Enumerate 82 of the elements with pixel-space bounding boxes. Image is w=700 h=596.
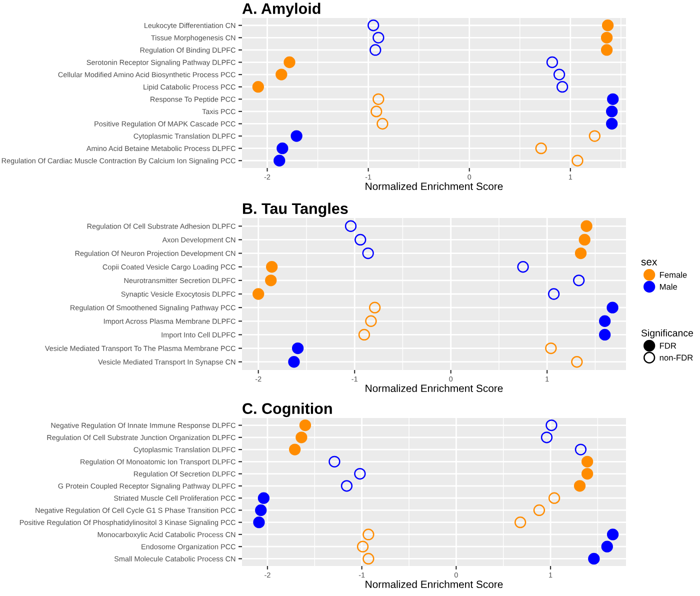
legend-title: sex [641, 260, 658, 266]
point [356, 540, 369, 552]
text: Significance [641, 329, 693, 338]
point [588, 552, 600, 565]
point [517, 261, 529, 273]
point [606, 302, 618, 314]
point [535, 142, 547, 154]
point [288, 356, 300, 368]
point [252, 288, 264, 300]
point [362, 247, 374, 260]
point [572, 154, 584, 166]
point [362, 552, 374, 565]
point [602, 20, 614, 32]
point [533, 504, 546, 516]
point [276, 68, 288, 80]
point [598, 328, 611, 341]
point [354, 468, 366, 480]
point [368, 20, 380, 32]
point [606, 118, 618, 130]
point [514, 516, 526, 528]
point [292, 342, 304, 354]
point [276, 142, 288, 154]
point [368, 302, 381, 314]
point [344, 220, 357, 232]
point [296, 432, 308, 444]
point [372, 93, 384, 105]
point [365, 315, 377, 327]
point [581, 468, 594, 480]
point [340, 480, 353, 492]
point [376, 118, 388, 130]
point [581, 456, 594, 468]
point [255, 504, 267, 516]
legend-label: non-FDR [660, 354, 693, 361]
point [571, 356, 583, 368]
point [606, 528, 619, 540]
point [370, 44, 382, 56]
point [284, 56, 296, 68]
point [265, 274, 277, 286]
point [299, 419, 312, 432]
point [266, 261, 278, 273]
point [606, 106, 618, 118]
legend-label: FDR [660, 342, 676, 349]
chart-title: B. Tau Tangles [243, 202, 348, 218]
point [574, 444, 587, 456]
point [607, 93, 619, 105]
legend-label: Male [660, 284, 678, 290]
point [253, 516, 265, 528]
point [370, 106, 382, 118]
point [556, 81, 568, 93]
point [328, 456, 340, 468]
point [580, 220, 592, 232]
point [573, 274, 585, 286]
point [546, 56, 558, 68]
point [598, 315, 611, 327]
chart-title: A. Amyloid [242, 2, 320, 18]
point [600, 44, 613, 56]
point [578, 234, 590, 246]
point [362, 528, 374, 540]
point [574, 480, 586, 492]
point [601, 540, 613, 552]
x-axis-title: Normalized Enrichment Score [366, 182, 503, 190]
point [548, 288, 560, 300]
point [372, 32, 384, 44]
point [574, 247, 587, 260]
point [258, 492, 270, 504]
point [548, 492, 560, 504]
point [274, 154, 286, 166]
point [600, 32, 613, 44]
point [290, 130, 302, 142]
point [252, 81, 264, 93]
point [358, 328, 370, 341]
point [545, 342, 557, 354]
point [588, 130, 601, 142]
point [553, 68, 566, 80]
point [546, 419, 558, 432]
x-axis-title: Normalized Enrichment Score [366, 384, 503, 392]
point [540, 432, 553, 444]
legend-label: Female [660, 272, 687, 278]
x-axis-title: Normalized Enrichment Score [366, 580, 503, 588]
chart-title: C. Cognition [242, 402, 332, 418]
point [289, 444, 301, 456]
point [354, 234, 366, 246]
